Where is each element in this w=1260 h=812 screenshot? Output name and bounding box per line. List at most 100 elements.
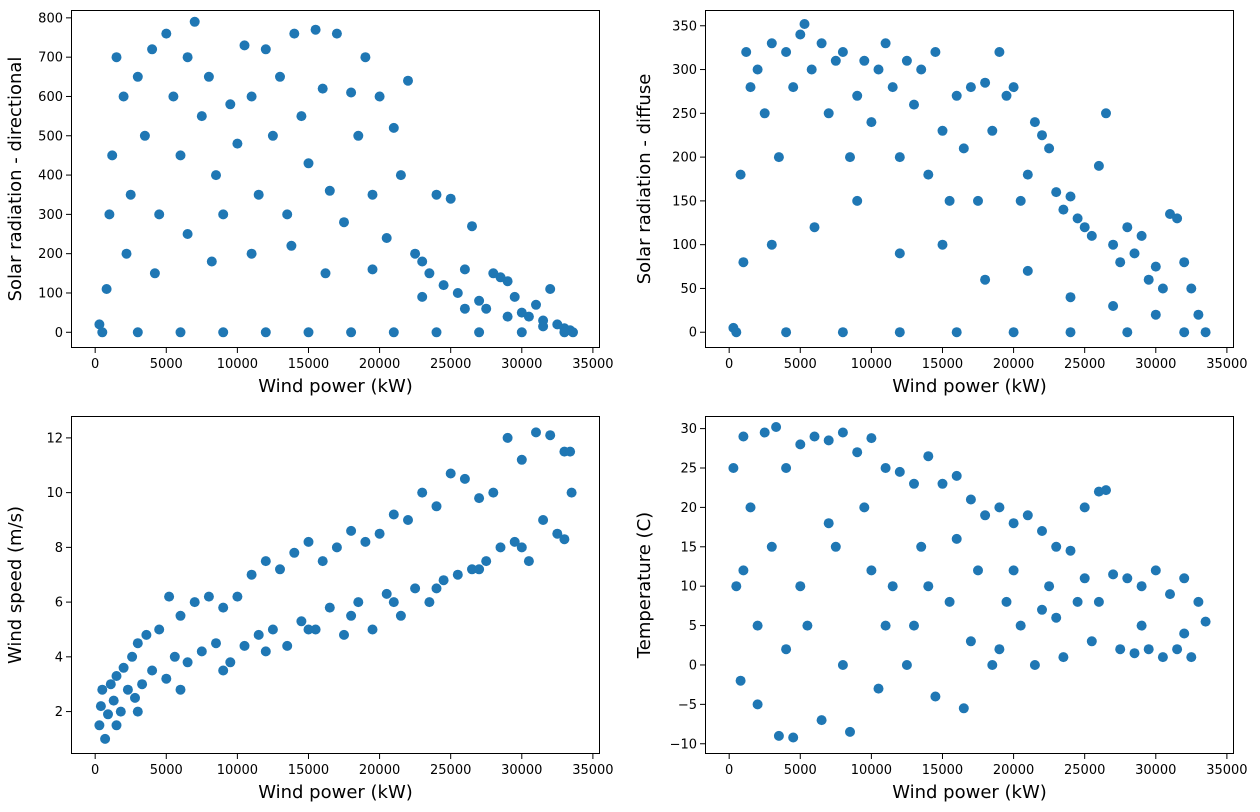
y-axis-label: Wind speed (m/s): [5, 506, 26, 664]
data-point: [735, 169, 746, 180]
data-point: [1015, 195, 1026, 206]
data-point: [310, 24, 321, 35]
data-point: [1136, 230, 1147, 241]
data-point: [253, 629, 264, 640]
plot-frame: [71, 10, 600, 348]
data-point: [752, 699, 763, 710]
data-point: [866, 117, 877, 128]
x-tick-label: 30000: [1135, 763, 1176, 778]
data-point: [246, 91, 257, 102]
data-point: [127, 651, 138, 662]
data-point: [246, 248, 257, 259]
data-point: [1022, 169, 1033, 180]
data-point: [1015, 620, 1026, 631]
data-point: [417, 487, 428, 498]
y-tick-label: 200: [672, 151, 697, 166]
data-point: [111, 671, 122, 681]
data-point: [467, 564, 477, 575]
data-point: [346, 610, 357, 621]
data-point: [937, 125, 948, 136]
data-point: [916, 541, 927, 552]
data-point: [965, 82, 976, 93]
data-point: [830, 55, 841, 66]
data-point: [566, 487, 577, 498]
y-tick-label: 0: [689, 326, 697, 341]
data-point: [502, 311, 513, 322]
y-tick-label: 250: [672, 107, 697, 122]
y-tick-label: 0: [689, 658, 697, 673]
data-point: [388, 509, 399, 520]
data-point: [565, 446, 576, 457]
data-point: [296, 616, 307, 627]
data-point: [909, 99, 919, 110]
data-point: [317, 83, 328, 94]
x-tick-label: 35000: [1206, 763, 1247, 778]
scatter-panel-temperature: 0 5000 10000 15000 20000 25000 30000 35000 −10 −5…: [634, 416, 1248, 803]
plot-frame: [705, 416, 1234, 754]
y-tick-label: 4: [55, 650, 63, 665]
data-point: [103, 709, 113, 720]
data-point: [965, 636, 976, 647]
data-point: [944, 195, 955, 206]
data-point: [738, 565, 749, 576]
y-tick-label: 10: [680, 580, 697, 595]
data-point: [1179, 257, 1190, 268]
data-point: [296, 111, 307, 122]
data-point: [951, 90, 962, 101]
y-tick-label: 5: [689, 619, 697, 634]
x-tick-label: 20000: [359, 763, 400, 778]
data-point: [781, 47, 792, 57]
data-point: [1108, 569, 1119, 580]
data-point: [1037, 130, 1047, 141]
data-point: [1172, 213, 1183, 224]
data-point: [880, 463, 891, 473]
data-point: [260, 556, 271, 567]
data-point: [773, 152, 784, 163]
data-point: [837, 660, 848, 670]
data-point: [218, 209, 229, 220]
data-point: [203, 591, 214, 602]
x-tick-label: 0: [725, 357, 733, 372]
x-tick-label: 35000: [572, 357, 613, 372]
data-point: [781, 463, 792, 473]
data-point: [809, 431, 820, 442]
x-tick-label: 15000: [922, 357, 963, 372]
data-point: [331, 28, 342, 39]
data-point: [1186, 652, 1197, 663]
data-point: [944, 596, 955, 607]
x-tick-label: 0: [725, 763, 733, 778]
y-tick-label: 20: [680, 501, 697, 516]
data-point: [1058, 204, 1069, 215]
data-point: [282, 640, 293, 651]
x-tick-label: 5000: [150, 357, 183, 372]
data-point: [410, 583, 421, 594]
y-tick-label: 12: [46, 431, 63, 446]
data-point: [260, 327, 271, 338]
data-point: [253, 189, 264, 200]
data-point: [149, 268, 160, 279]
y-tick-label: 200: [38, 247, 63, 262]
data-point: [795, 581, 806, 592]
data-point: [1022, 265, 1033, 276]
data-point: [395, 610, 406, 621]
data-point: [286, 240, 297, 251]
data-point: [980, 510, 991, 521]
y-tick-label: 100: [38, 286, 63, 301]
data-point: [303, 536, 314, 547]
data-point: [474, 564, 485, 575]
data-point: [111, 720, 122, 731]
data-point: [141, 629, 152, 640]
data-point: [965, 494, 976, 505]
plot-frame: [705, 10, 1234, 348]
data-point: [894, 152, 905, 163]
data-point: [367, 189, 378, 200]
data-point: [320, 268, 331, 279]
data-point: [859, 502, 870, 513]
data-point: [161, 673, 172, 684]
data-point: [388, 327, 399, 338]
data-point: [410, 248, 421, 259]
data-point: [353, 130, 364, 141]
plot-frame: [71, 416, 600, 754]
data-point: [246, 569, 257, 580]
data-point: [852, 90, 863, 101]
